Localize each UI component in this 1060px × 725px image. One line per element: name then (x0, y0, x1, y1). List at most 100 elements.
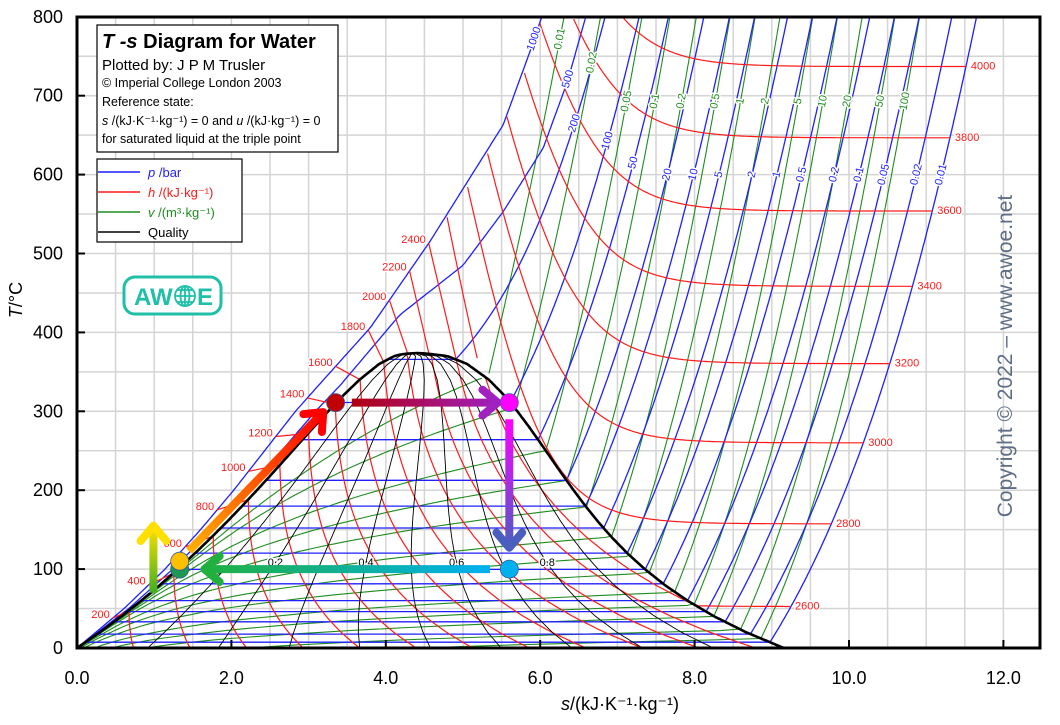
volume-line (93, 17, 814, 648)
volume-line (248, 17, 896, 648)
enthalpy-line (695, 605, 790, 608)
volume-label: 0.2 (674, 93, 689, 110)
volume-label: 10 (816, 94, 830, 108)
x-tick-label: 4.0 (373, 668, 398, 688)
title-box-frame (96, 24, 339, 153)
chart-title-var: T -s (102, 31, 138, 53)
enthalpy-label: 2600 (795, 600, 819, 612)
volume-line (145, 17, 863, 648)
logo-frame (122, 275, 223, 316)
ref-u-rest: /(kJ·kg⁻¹) = 0 (243, 114, 320, 128)
isobar-label: 0.1 (852, 166, 867, 184)
ref-s-rest: /(kJ·K⁻¹·kg⁻¹) = 0 and (108, 114, 236, 128)
enthalpy-label: 3200 (895, 358, 919, 370)
globe-icon (174, 285, 196, 307)
enthalpy-line (428, 243, 756, 648)
isobar-label: 5 (712, 170, 725, 179)
y-axis-title: T/°C (6, 282, 26, 318)
enthalpy-label: 4000 (971, 61, 995, 73)
y-tick-label: 300 (33, 401, 63, 421)
enthalpy-line (573, 18, 950, 139)
copyright-watermark: Copyright © 2022 – www.awoe.net (994, 195, 1017, 518)
y-tick-label: 800 (33, 7, 63, 27)
enthalpy-line (307, 397, 473, 648)
enthalpy-label: 800 (196, 501, 214, 513)
process-arrow-head (200, 552, 224, 586)
x-tick-label: 8.0 (682, 668, 707, 688)
legend: p /bar h /(kJ·kg⁻¹) v /(m³·kg⁻¹) Quality (96, 158, 243, 243)
legend-label: h /(kJ·kg⁻¹) (148, 185, 213, 200)
volume-label: 0.5 (708, 93, 722, 110)
cycle-overlay (136, 385, 527, 593)
x-tick-label: 2.0 (219, 668, 244, 688)
x-tick-label: 12.0 (986, 668, 1021, 688)
process-arrow-head (492, 528, 527, 552)
y-axis-var: T (6, 305, 26, 318)
volume-label: 0.02 (584, 51, 600, 74)
x-axis-var: s (561, 694, 570, 714)
enthalpy-line (216, 499, 304, 648)
y-tick-label: 0 (53, 638, 63, 658)
volume-line (111, 17, 839, 648)
enthalpy-label: 2200 (382, 262, 406, 274)
isobar-label: 2 (746, 170, 759, 179)
saturation-dome (77, 351, 785, 648)
y-tick-label: 400 (33, 322, 63, 342)
legend-unit: Quality (148, 225, 189, 240)
x-axis-title: s/(kJ·K⁻¹·kg⁻¹) (561, 694, 679, 714)
enthalpy-line (275, 432, 417, 648)
volume-label: 0.1 (648, 93, 663, 110)
enthalpy-label: 1200 (248, 427, 272, 439)
enthalpy-label: 2800 (836, 518, 860, 530)
enthalpy-label: 1000 (221, 462, 245, 474)
awoe-logo: AW E (122, 275, 223, 316)
y-axis-unit: /°C (6, 282, 26, 307)
isobar-line (77, 17, 871, 648)
isobar-label: 50 (626, 155, 641, 170)
enthalpy-line (148, 572, 191, 648)
enthalpy-label: 3400 (917, 280, 941, 292)
legend-label: Quality (148, 225, 189, 240)
ref-s-var: s (102, 114, 108, 128)
plotted-by: Plotted by: J P M Trusler (102, 57, 265, 74)
enthalpy-label: 400 (127, 576, 145, 588)
enthalpy-line (335, 365, 530, 648)
isobar-line (77, 17, 896, 648)
enthalpy-label: 1600 (308, 357, 332, 369)
isobar-line (77, 17, 978, 648)
y-tick-label: 100 (33, 559, 63, 579)
volume-line (77, 17, 643, 648)
enthalpy-label: 1800 (341, 321, 365, 333)
legend-label: v /(m³·kg⁻¹) (148, 205, 215, 220)
legend-var: p (147, 165, 155, 180)
legend-unit: /bar (155, 165, 182, 180)
y-tick-label: 600 (33, 165, 63, 185)
process-arrow-head (299, 408, 328, 437)
y-tick-label: 700 (33, 86, 63, 106)
volume-label: 20 (841, 94, 855, 108)
volume-label: 1 (734, 97, 747, 105)
x-axis-unit: /(kJ·K⁻¹·kg⁻¹) (570, 694, 679, 714)
volume-label: 5 (792, 97, 805, 105)
isobar-line (77, 17, 838, 648)
plot-frame (75, 15, 1042, 650)
y-tick-label: 200 (33, 480, 63, 500)
reference-state-line: s /(kJ·K⁻¹·kg⁻¹) = 0 and u /(kJ·kg⁻¹) = … (102, 114, 321, 128)
volume-label: 0.01 (552, 27, 568, 50)
enthalpy-line (112, 610, 135, 648)
legend-label: p /bar (147, 165, 182, 180)
legend-var: v (148, 205, 156, 220)
process-arrow-head (478, 385, 502, 420)
volume-line (80, 17, 756, 648)
cycle-state-point (326, 393, 346, 413)
enthalpy-line (367, 329, 586, 648)
chart-title: T -s Diagram for Water (102, 31, 316, 53)
enthalpy-label: 1400 (280, 389, 304, 401)
enthalpy-label: 3800 (955, 132, 979, 144)
volume-line (488, 17, 565, 374)
isobar-label: 10 (686, 167, 701, 182)
legend-unit: /(m³·kg⁻¹) (155, 205, 215, 220)
quality-label: 0.8 (540, 557, 555, 569)
curve-labels: 0.010.020.05 0.1 0.2 0.5 1 2 5 10 20 50 1000.010.0… (90, 24, 997, 622)
